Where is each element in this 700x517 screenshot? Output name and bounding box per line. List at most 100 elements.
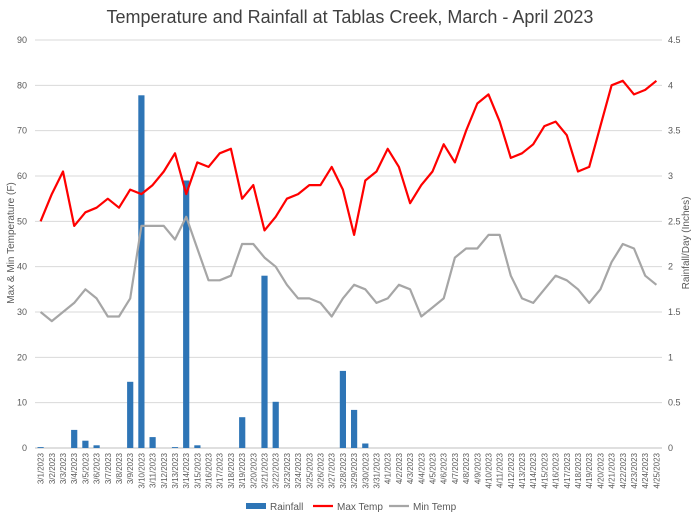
x-tick-label: 4/1/2023 (384, 452, 393, 484)
rainfall-bar (339, 370, 346, 448)
x-tick-label: 3/1/2023 (37, 452, 46, 484)
x-tick-label: 3/31/2023 (373, 452, 382, 488)
x-tick-label: 3/12/2023 (160, 452, 169, 488)
rainfall-bar (93, 445, 100, 448)
legend-label-max-temp: Max Temp (337, 502, 383, 513)
x-tick-label: 3/2/2023 (48, 452, 57, 484)
rainfall-bar (272, 401, 279, 448)
x-axis-ticks: 3/1/2023 3/2/2023 3/3/2023 3/4/2023 3/5/2023… (37, 452, 662, 488)
x-tick-label: 3/13/2023 (171, 452, 180, 488)
x-tick-label: 3/9/2023 (126, 452, 135, 484)
left-tick-label: 70 (17, 126, 27, 136)
x-tick-label: 4/7/2023 (451, 452, 460, 484)
rainfall-bar (362, 443, 369, 448)
x-tick-label: 3/19/2023 (238, 452, 247, 488)
x-tick-label: 4/14/2023 (529, 452, 538, 488)
x-tick-label: 3/23/2023 (283, 452, 292, 488)
x-tick-label: 3/16/2023 (205, 452, 214, 488)
left-tick-label: 90 (17, 35, 27, 45)
right-tick-label: 2 (668, 262, 673, 272)
rainfall-bar (351, 409, 358, 448)
x-tick-label: 4/21/2023 (608, 452, 617, 488)
x-tick-label: 3/3/2023 (59, 452, 68, 484)
right-tick-label: 4 (668, 80, 673, 90)
x-tick-label: 4/18/2023 (574, 452, 583, 488)
right-axis-label: Rainfall/Day (Inches) (681, 197, 692, 290)
chart-title: Temperature and Rainfall at Tablas Creek… (107, 7, 594, 27)
x-tick-label: 4/5/2023 (429, 452, 438, 484)
right-tick-label: 0.5 (668, 398, 681, 408)
left-axis-ticks: 0 10 20 30 40 50 60 70 80 90 (17, 35, 27, 453)
rainfall-bar (149, 437, 156, 448)
right-tick-label: 3 (668, 171, 673, 181)
x-tick-label: 3/17/2023 (216, 452, 225, 488)
grid-lines (35, 39, 662, 404)
x-tick-label: 3/7/2023 (104, 452, 113, 484)
x-tick-label: 3/4/2023 (70, 452, 79, 484)
left-tick-label: 40 (17, 262, 27, 272)
rainfall-bar (239, 417, 246, 448)
rainfall-bar (71, 429, 78, 448)
left-tick-label: 30 (17, 307, 27, 317)
temperature-lines (39, 79, 658, 323)
x-tick-label: 4/9/2023 (473, 452, 482, 484)
x-tick-label: 4/3/2023 (406, 452, 415, 484)
x-tick-label: 3/24/2023 (294, 452, 303, 488)
x-tick-label: 4/6/2023 (440, 452, 449, 484)
x-tick-label: 3/28/2023 (339, 452, 348, 488)
left-axis-label: Max & Min Temperature (F) (6, 182, 17, 304)
x-tick-label: 4/20/2023 (596, 452, 605, 488)
x-tick-label: 3/26/2023 (317, 452, 326, 488)
x-tick-label: 3/11/2023 (149, 452, 158, 488)
x-tick-label: 3/20/2023 (249, 452, 258, 488)
x-tick-label: 4/22/2023 (619, 452, 628, 488)
x-tick-label: 3/8/2023 (115, 452, 124, 484)
x-tick-label: 4/25/2023 (652, 452, 661, 488)
rainfall-bar (194, 445, 201, 448)
x-tick-label: 4/8/2023 (462, 452, 471, 484)
x-tick-label: 4/12/2023 (507, 452, 516, 488)
right-tick-label: 1.5 (668, 307, 681, 317)
right-tick-label: 4.5 (668, 35, 681, 45)
x-tick-label: 3/29/2023 (350, 452, 359, 488)
x-tick-label: 4/11/2023 (496, 452, 505, 488)
legend-swatch-rainfall (246, 503, 266, 509)
x-tick-label: 3/5/2023 (81, 452, 90, 484)
rainfall-bar (37, 447, 44, 448)
legend-label-min-temp: Min Temp (413, 502, 457, 513)
legend: Rainfall Max Temp Min Temp (246, 502, 457, 513)
x-tick-label: 4/2/2023 (395, 452, 404, 484)
left-tick-label: 50 (17, 216, 27, 226)
right-axis-ticks: 0 0.5 1 1.5 2 2.5 3 3.5 4 4.5 (668, 35, 681, 453)
left-tick-label: 10 (17, 398, 27, 408)
min-temp-line (39, 215, 658, 323)
x-tick-label: 4/24/2023 (641, 452, 650, 488)
x-tick-label: 3/25/2023 (305, 452, 314, 488)
right-tick-label: 1 (668, 352, 673, 362)
x-tick-label: 4/23/2023 (630, 452, 639, 488)
x-tick-label: 3/30/2023 (361, 452, 370, 488)
right-tick-label: 0 (668, 443, 673, 453)
x-tick-label: 3/21/2023 (261, 452, 270, 488)
rainfall-bars (37, 95, 369, 449)
x-tick-label: 4/13/2023 (518, 452, 527, 488)
x-tick-label: 3/15/2023 (193, 452, 202, 488)
x-tick-label: 4/4/2023 (417, 452, 426, 484)
max-temp-line (39, 79, 658, 236)
rainfall-bar (138, 95, 145, 449)
x-tick-label: 4/17/2023 (563, 452, 572, 488)
x-tick-label: 3/10/2023 (137, 452, 146, 488)
x-tick-label: 3/14/2023 (182, 452, 191, 488)
rainfall-bar (171, 447, 179, 448)
left-tick-label: 20 (17, 352, 27, 362)
left-tick-label: 0 (22, 443, 27, 453)
x-tick-label: 4/10/2023 (485, 452, 494, 488)
x-tick-label: 4/16/2023 (552, 452, 561, 488)
rainfall-bar (82, 440, 89, 448)
x-tick-label: 3/18/2023 (227, 452, 236, 488)
right-tick-label: 3.5 (668, 126, 681, 136)
x-tick-label: 4/19/2023 (585, 452, 594, 488)
x-tick-label: 3/6/2023 (93, 452, 102, 484)
rainfall-bar (261, 275, 268, 448)
